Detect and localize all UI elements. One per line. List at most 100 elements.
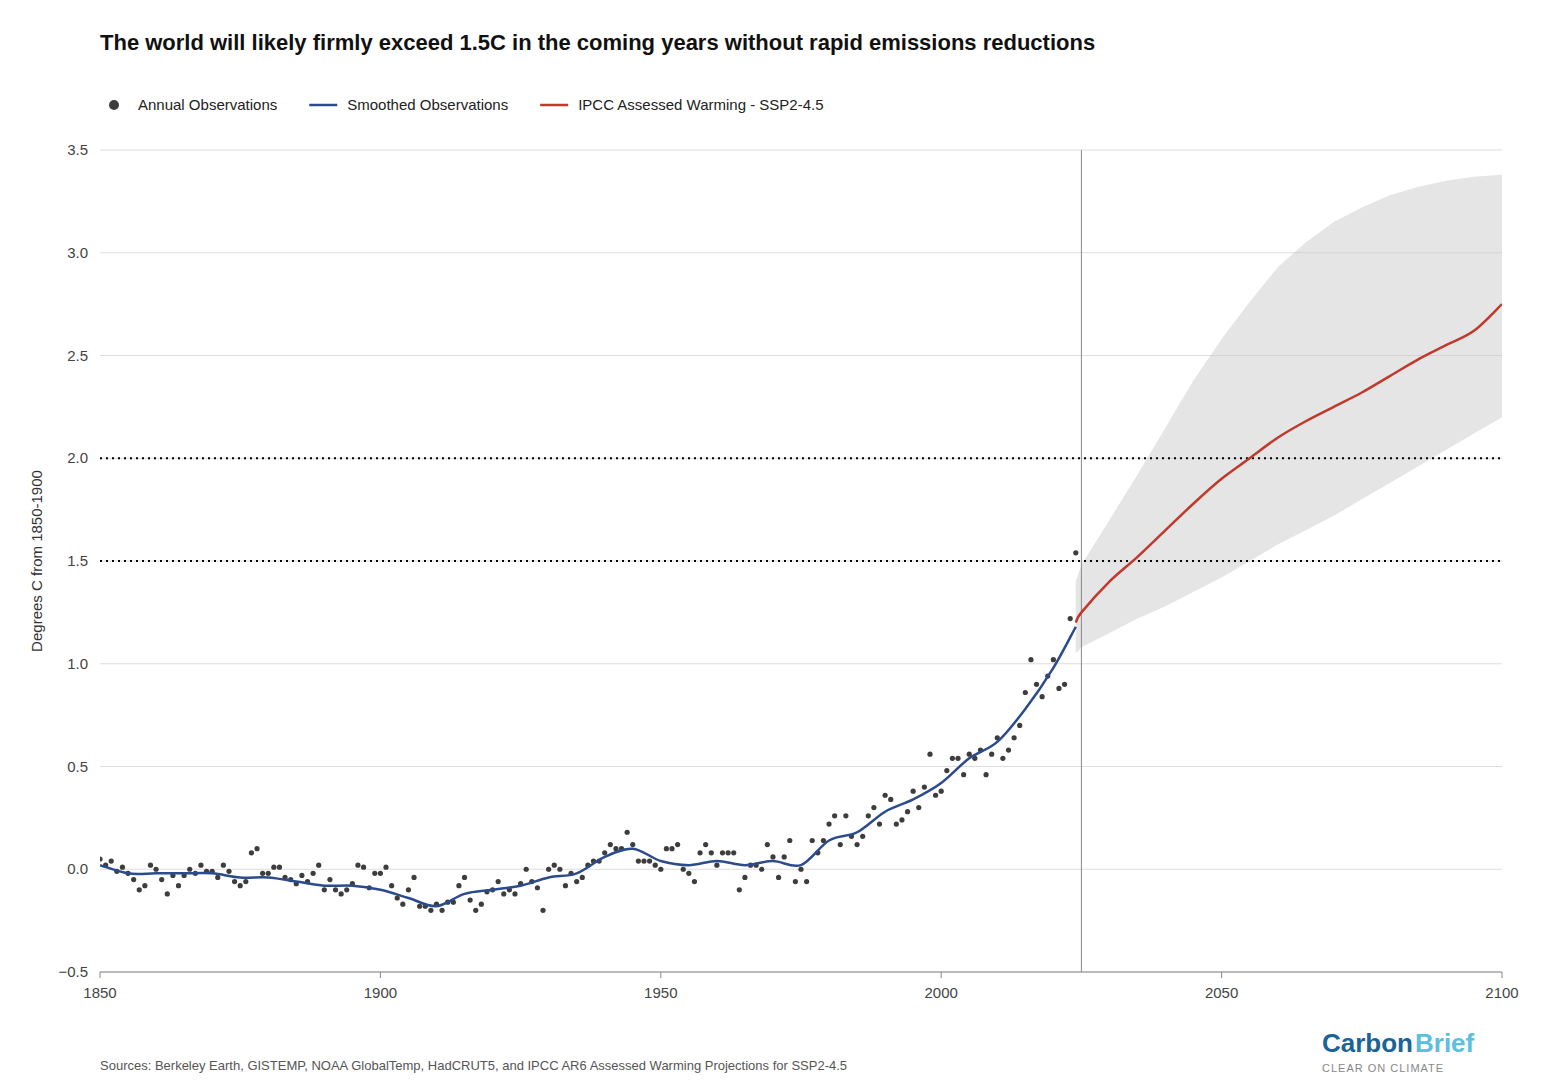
scatter-point xyxy=(417,904,422,909)
scatter-point xyxy=(333,887,338,892)
x-tick-label: 2000 xyxy=(925,984,958,1001)
chart: The world will likely firmly exceed 1.5C… xyxy=(0,0,1552,1092)
scatter-point xyxy=(625,830,630,835)
scatter-point xyxy=(580,875,585,880)
scatter-point xyxy=(109,858,114,863)
scatter-point xyxy=(501,891,506,896)
x-tick xyxy=(100,972,101,978)
x-tick-label: 1900 xyxy=(364,984,397,1001)
scatter-point xyxy=(148,863,153,868)
grid-line xyxy=(100,150,1502,151)
y-tick-label: 3.0 xyxy=(67,244,88,261)
title: The world will likely firmly exceed 1.5C… xyxy=(100,30,1095,55)
scatter-point xyxy=(770,854,775,859)
threshold-line xyxy=(100,457,1502,459)
y-tick-label: 1.0 xyxy=(67,655,88,672)
grid-line xyxy=(100,561,1502,562)
y-tick-label: 0.5 xyxy=(67,758,88,775)
scatter-point xyxy=(911,789,916,794)
scatter-point xyxy=(894,821,899,826)
scatter-point xyxy=(798,867,803,872)
legend-symbol xyxy=(540,104,568,107)
threshold-line xyxy=(100,560,1502,562)
scatter-point xyxy=(883,793,888,798)
grid-line xyxy=(100,663,1502,664)
scatter-point xyxy=(804,879,809,884)
scatter-point xyxy=(989,752,994,757)
scatter-point xyxy=(608,842,613,847)
scatter-point xyxy=(927,752,932,757)
scatter-point xyxy=(961,772,966,777)
grid-line xyxy=(100,972,1502,973)
y-tick-label: 1.5 xyxy=(67,552,88,569)
scatter-point xyxy=(540,908,545,913)
scatter-point xyxy=(709,850,714,855)
scatter-point xyxy=(378,871,383,876)
scatter-point xyxy=(142,883,147,888)
logo-text: Carbon xyxy=(1322,1028,1413,1058)
scatter-point xyxy=(939,789,944,794)
scatter-point xyxy=(249,850,254,855)
scatter-point xyxy=(636,858,641,863)
plot-data xyxy=(100,150,1502,972)
x-axis-line xyxy=(100,972,1502,973)
scatter-point xyxy=(1040,694,1045,699)
scatter-point xyxy=(1068,616,1073,621)
series-line xyxy=(100,627,1076,907)
legend: Annual Observations Smoothed Observations… xyxy=(109,96,824,113)
scatter-point xyxy=(187,867,192,872)
scatter-point xyxy=(226,869,231,874)
scatter-point xyxy=(428,908,433,913)
scatter-point xyxy=(658,867,663,872)
grid-line xyxy=(100,766,1502,767)
scatter-point xyxy=(1006,747,1011,752)
scatter-point xyxy=(1012,735,1017,740)
scatter-point xyxy=(877,821,882,826)
scatter-point xyxy=(602,850,607,855)
source-text: Sources: Berkeley Earth, GISTEMP, NOAA G… xyxy=(100,1058,847,1073)
scatter-point xyxy=(1056,686,1061,691)
scatter-point xyxy=(653,863,658,868)
y-grid xyxy=(100,150,1502,972)
scatter-point xyxy=(546,867,551,872)
logo-text: Brief xyxy=(1415,1028,1475,1058)
scatter-point xyxy=(496,879,501,884)
legend-label: Annual Observations xyxy=(138,96,277,113)
scatter-point xyxy=(165,891,170,896)
scatter-point xyxy=(776,875,781,880)
x-tick-label: 1850 xyxy=(83,984,116,1001)
scatter-point xyxy=(260,871,265,876)
scatter-point xyxy=(137,887,142,892)
scatter-point xyxy=(215,875,220,880)
scatter-point xyxy=(238,883,243,888)
x-tick xyxy=(1502,972,1503,978)
scatter-point xyxy=(277,865,282,870)
scatter-point xyxy=(468,897,473,902)
scatter-point xyxy=(100,856,103,861)
scatter-point xyxy=(843,813,848,818)
scatter-point xyxy=(198,863,203,868)
scatter-point xyxy=(866,813,871,818)
scatter-point xyxy=(311,871,316,876)
scatter-point xyxy=(714,863,719,868)
x-tick-label: 2050 xyxy=(1205,984,1238,1001)
scatter-point xyxy=(950,756,955,761)
scatter-point xyxy=(355,863,360,868)
scatter-point xyxy=(826,821,831,826)
scatter-point xyxy=(456,883,461,888)
y-tick-label: 3.5 xyxy=(67,141,88,158)
scatter-point xyxy=(299,873,304,878)
scatter-point xyxy=(372,871,377,876)
scatter-point xyxy=(686,871,691,876)
scatter-point xyxy=(535,885,540,890)
scatter-point xyxy=(854,842,859,847)
legend-symbol xyxy=(109,100,119,110)
scatter-point xyxy=(232,879,237,884)
scatter-point xyxy=(462,875,467,880)
scatter-point xyxy=(389,883,394,888)
scatter-point xyxy=(383,865,388,870)
scatter-point xyxy=(703,842,708,847)
legend-label: Smoothed Observations xyxy=(347,96,508,113)
background xyxy=(0,0,1552,1092)
logo-text: CLEAR ON CLIMATE xyxy=(1322,1062,1444,1074)
